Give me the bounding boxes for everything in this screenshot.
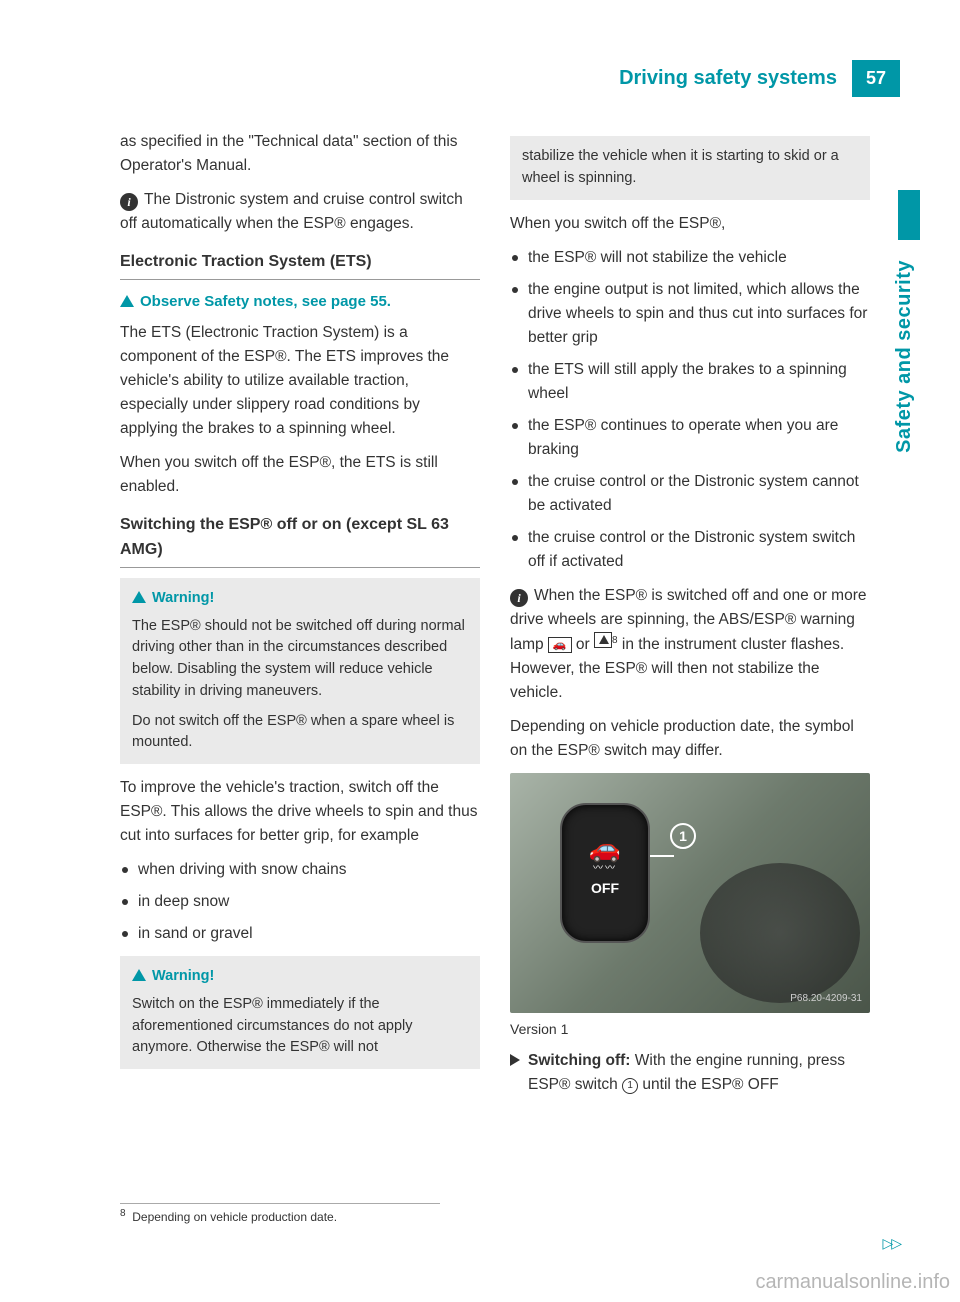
heading-switch: Switching the ESP® off or on (except SL … [120,513,480,568]
list-intro: When you switch off the ESP®, [510,212,870,236]
off-label: OFF [562,878,648,900]
esp-switch-figure: 🚗 〰〰 OFF 1 P68.20-4209-31 [510,773,870,1013]
abs-lamp-icon: 🚗 [548,637,572,653]
esp-off-list: the ESP® will not stabilize the vehicle … [510,246,870,574]
side-tab [898,190,920,240]
conditions-list: when driving with snow chains in deep sn… [120,858,480,946]
list-item: when driving with snow chains [120,858,480,882]
info-icon: i [510,589,528,607]
traction-paragraph: To improve the vehicle's traction, switc… [120,776,480,848]
warning-text-1a: The ESP® should not be switched off duri… [132,616,468,703]
warning-triangle-icon [132,969,146,981]
figure-code: P68.20-4209-31 [790,991,862,1007]
callout-ref-1: 1 [622,1078,638,1094]
section-title: Driving safety systems [619,67,852,90]
info-icon: i [120,193,138,211]
ets-paragraph-2: When you switch off the ESP®, the ETS is… [120,451,480,499]
warning-heading-2: Warning! [132,966,468,988]
callout-1: 1 [670,823,696,849]
list-item: the engine output is not limited, which … [510,278,870,350]
watermark: carmanualsonline.info [755,1271,950,1294]
info-note-1: iThe Distronic system and cruise control… [120,188,480,236]
esp-off-button: 🚗 〰〰 OFF [560,803,650,943]
list-item: the cruise control or the Distronic syst… [510,526,870,574]
warning-text-2: Switch on the ESP® immediately if the af… [132,994,468,1059]
right-column: stabilize the vehicle when it is startin… [510,130,870,1103]
footnote: 8 Depending on vehicle production date. [120,1203,440,1224]
warning-triangle-icon [132,591,146,603]
warning-text-2-cont: stabilize the vehicle when it is startin… [522,146,858,190]
car-skid-icon: 🚗 [562,835,648,861]
warning-text-1b: Do not switch off the ESP® when a spare … [132,711,468,755]
content-area: as specified in the "Technical data" sec… [120,130,870,1103]
warning-triangle-icon [120,295,134,307]
safety-note-link: Observe Safety notes, see page 55. [120,290,480,313]
figure-caption: Version 1 [510,1019,870,1041]
left-column: as specified in the "Technical data" sec… [120,130,480,1103]
step-text: Switching off: With the engine running, … [528,1049,870,1097]
list-item: the ETS will still apply the brakes to a… [510,358,870,406]
page-header: Driving safety systems 57 [619,60,900,97]
ets-paragraph-1: The ETS (Electronic Traction System) is … [120,321,480,441]
warning-heading-1: Warning! [132,588,468,610]
skid-marks: 〰〰 [562,861,648,877]
esp-lamp-icon [594,632,612,648]
list-item: the ESP® will not stabilize the vehicle [510,246,870,270]
list-item: the ESP® continues to operate when you a… [510,414,870,462]
list-item: in sand or gravel [120,922,480,946]
depend-paragraph: Depending on vehicle production date, th… [510,715,870,763]
warning-box-1: Warning! The ESP® should not be switched… [120,578,480,764]
callout-line [650,855,674,857]
list-item: the cruise control or the Distronic syst… [510,470,870,518]
list-item: in deep snow [120,890,480,914]
page-number: 57 [852,60,900,97]
step-arrow-icon [510,1054,520,1066]
page-turn-icon: ▷▷ [882,1235,900,1252]
step-switching-off: Switching off: With the engine running, … [510,1049,870,1097]
warning-box-2: Warning! Switch on the ESP® immediately … [120,956,480,1069]
heading-ets: Electronic Traction System (ETS) [120,250,480,280]
warning-box-2-continued: stabilize the vehicle when it is startin… [510,136,870,200]
side-label: Safety and security [893,260,916,453]
intro-text: as specified in the "Technical data" sec… [120,130,480,178]
console-dial [700,863,860,1003]
info-note-2: iWhen the ESP® is switched off and one o… [510,584,870,705]
